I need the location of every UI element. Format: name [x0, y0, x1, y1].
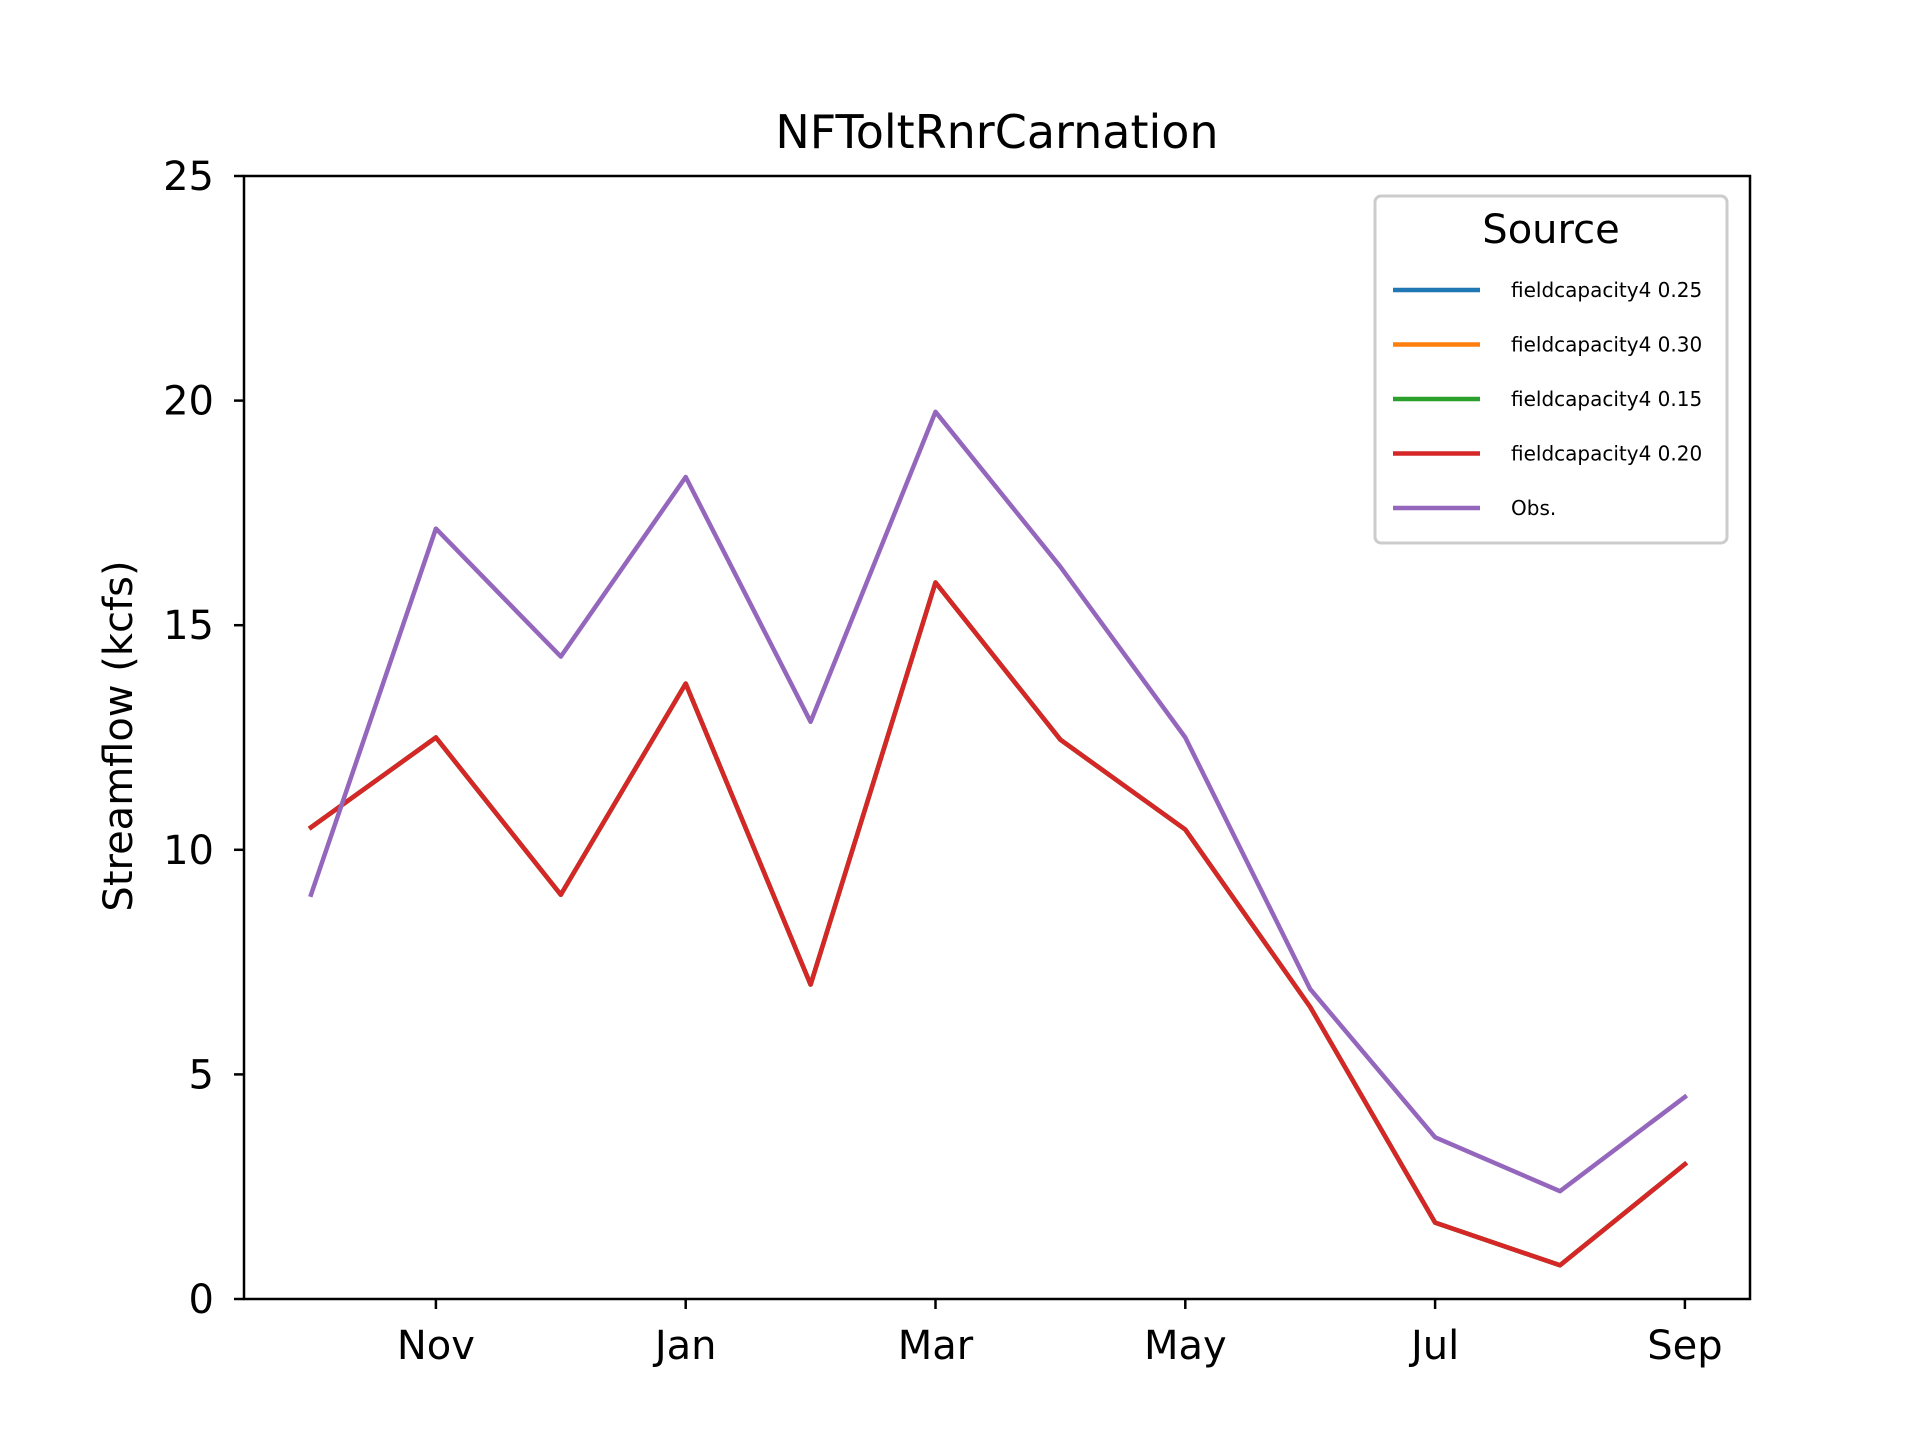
legend-label-1: fieldcapacity4 0.30 [1511, 333, 1702, 357]
y-tick-label-0: 0 [189, 1277, 214, 1323]
plot-frame [242, 174, 1752, 1301]
legend-box [1373, 194, 1729, 545]
chart-title: NFToltRnrCarnation [775, 105, 1218, 159]
y-tick-label-5: 25 [163, 154, 214, 200]
legend-label-4: Obs. [1511, 496, 1556, 520]
x-axis: Nov Jan Mar May Jul Sep [397, 1299, 1723, 1369]
legend-title: Source [1482, 207, 1619, 253]
series-layer [307, 409, 1689, 1268]
y-tick-label-4: 20 [163, 379, 214, 425]
legend-label-2: fieldcapacity4 0.15 [1511, 387, 1702, 411]
legend-label-0: fieldcapacity4 0.25 [1511, 278, 1702, 302]
series-line-2 [307, 580, 1689, 1268]
x-tick-label-4: Jul [1408, 1323, 1459, 1369]
series-line-4 [308, 409, 1689, 1194]
x-tick-label-2: Mar [898, 1323, 974, 1369]
legend-entries: fieldcapacity4 0.25 fieldcapacity4 0.30 fi… [1393, 278, 1702, 520]
legend: Source fieldcapacity4 0.25fieldcapacity4… [1373, 194, 1729, 545]
y-tick-label-2: 10 [163, 828, 214, 874]
y-axis: 0 5 10 15 20 25 [163, 154, 244, 1323]
x-tick-label-3: May [1144, 1323, 1227, 1369]
legend-label-3: fieldcapacity4 0.20 [1511, 442, 1702, 466]
series-line-1 [307, 580, 1689, 1268]
y-tick-label-3: 15 [163, 603, 214, 649]
series-line-0 [307, 580, 1689, 1268]
x-tick-label-0: Nov [397, 1323, 475, 1369]
x-tick-label-1: Jan [652, 1323, 717, 1369]
series-line-3 [307, 580, 1689, 1268]
y-tick-label-1: 5 [189, 1052, 214, 1098]
y-axis-label: Streamflow (kcfs) [96, 560, 142, 911]
x-tick-label-5: Sep [1647, 1323, 1722, 1369]
